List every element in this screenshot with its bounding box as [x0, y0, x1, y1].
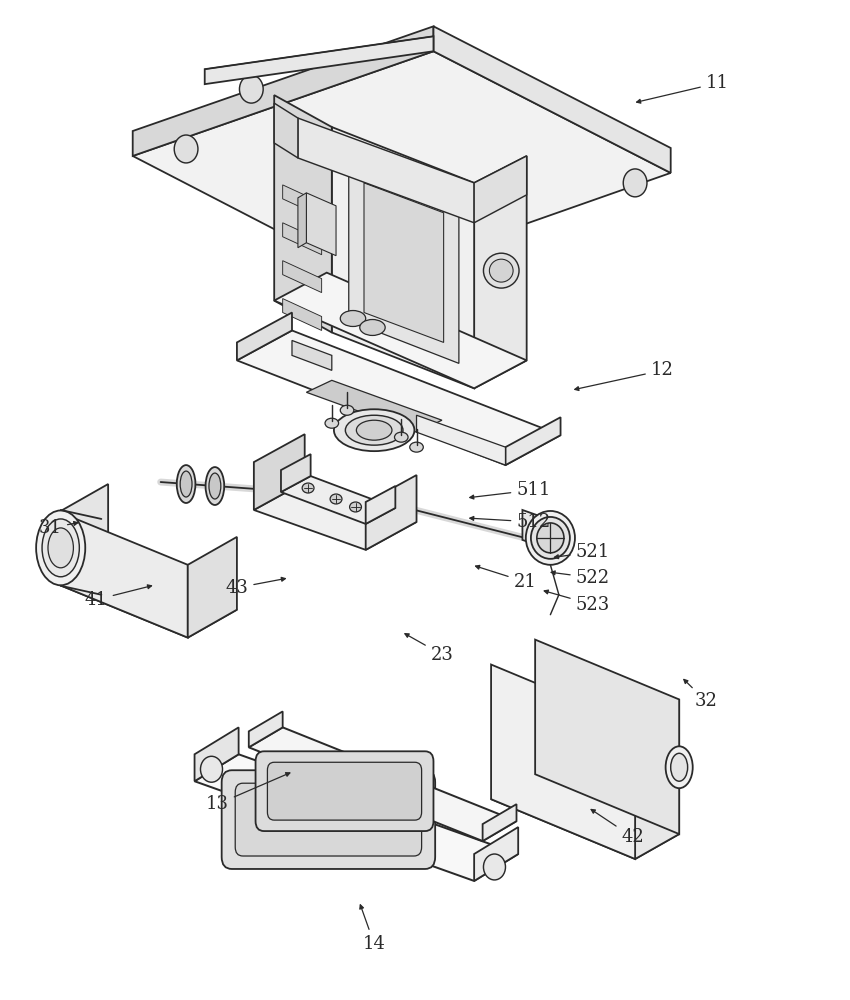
Polygon shape	[298, 193, 306, 248]
Ellipse shape	[360, 320, 385, 335]
Ellipse shape	[349, 502, 361, 512]
Text: 512: 512	[470, 513, 551, 531]
Polygon shape	[281, 476, 395, 524]
Ellipse shape	[340, 311, 366, 326]
Circle shape	[484, 854, 506, 880]
Polygon shape	[332, 127, 474, 388]
Text: 14: 14	[360, 905, 386, 953]
Polygon shape	[474, 156, 527, 388]
Polygon shape	[434, 26, 671, 173]
Polygon shape	[283, 299, 321, 330]
Polygon shape	[474, 827, 518, 881]
Ellipse shape	[531, 517, 570, 559]
Ellipse shape	[526, 511, 575, 565]
Polygon shape	[491, 665, 635, 859]
Circle shape	[201, 756, 223, 782]
Ellipse shape	[48, 528, 73, 568]
Polygon shape	[254, 434, 304, 510]
Polygon shape	[237, 313, 292, 360]
FancyBboxPatch shape	[268, 762, 422, 820]
Circle shape	[240, 75, 264, 103]
Polygon shape	[292, 340, 332, 370]
Polygon shape	[59, 557, 237, 638]
Polygon shape	[364, 183, 444, 342]
FancyBboxPatch shape	[235, 783, 422, 856]
Ellipse shape	[334, 409, 415, 451]
Text: 42: 42	[591, 809, 644, 846]
Polygon shape	[536, 640, 679, 834]
Polygon shape	[254, 482, 416, 550]
Polygon shape	[474, 156, 527, 223]
Text: 523: 523	[544, 590, 609, 614]
Polygon shape	[249, 727, 517, 841]
Text: 31: 31	[39, 519, 77, 537]
Ellipse shape	[345, 415, 403, 445]
Circle shape	[174, 135, 198, 163]
Ellipse shape	[37, 510, 85, 585]
FancyBboxPatch shape	[222, 770, 435, 869]
Polygon shape	[133, 26, 434, 156]
Polygon shape	[283, 223, 321, 255]
Ellipse shape	[394, 432, 408, 442]
Text: 11: 11	[637, 74, 728, 103]
Polygon shape	[283, 261, 321, 293]
Polygon shape	[635, 699, 679, 859]
Text: 12: 12	[575, 361, 674, 390]
Polygon shape	[283, 185, 321, 217]
Polygon shape	[133, 51, 671, 279]
Polygon shape	[275, 95, 332, 332]
Ellipse shape	[302, 483, 314, 493]
Polygon shape	[348, 158, 459, 363]
Ellipse shape	[537, 523, 564, 553]
Polygon shape	[306, 193, 336, 256]
Ellipse shape	[177, 465, 196, 503]
Text: 32: 32	[684, 679, 717, 710]
Ellipse shape	[484, 253, 519, 288]
Polygon shape	[195, 727, 239, 781]
Text: 13: 13	[206, 773, 290, 813]
Polygon shape	[59, 484, 108, 585]
Text: 21: 21	[475, 565, 536, 591]
Polygon shape	[366, 475, 416, 550]
Ellipse shape	[410, 442, 423, 452]
Circle shape	[623, 169, 647, 197]
Text: 43: 43	[225, 577, 286, 597]
Polygon shape	[275, 273, 527, 388]
Circle shape	[464, 207, 488, 235]
Text: 41: 41	[85, 585, 151, 609]
Polygon shape	[298, 118, 474, 223]
Polygon shape	[195, 754, 518, 881]
Polygon shape	[306, 380, 442, 432]
Ellipse shape	[209, 473, 221, 499]
Ellipse shape	[180, 471, 192, 497]
Ellipse shape	[325, 418, 338, 428]
Polygon shape	[366, 486, 395, 524]
Polygon shape	[249, 711, 283, 747]
Ellipse shape	[340, 405, 354, 415]
Ellipse shape	[330, 494, 342, 504]
Text: 511: 511	[470, 481, 551, 499]
Polygon shape	[506, 417, 560, 465]
Ellipse shape	[671, 753, 688, 781]
Polygon shape	[416, 415, 506, 465]
Ellipse shape	[206, 467, 224, 505]
FancyBboxPatch shape	[256, 751, 434, 831]
Polygon shape	[281, 454, 310, 492]
Polygon shape	[205, 36, 434, 84]
Polygon shape	[59, 512, 188, 638]
Polygon shape	[188, 537, 237, 638]
Text: 522: 522	[551, 569, 609, 587]
Polygon shape	[483, 804, 517, 841]
Polygon shape	[523, 510, 556, 552]
Ellipse shape	[490, 259, 513, 282]
Ellipse shape	[42, 519, 79, 577]
Polygon shape	[491, 774, 679, 859]
Text: 521: 521	[554, 543, 609, 561]
Polygon shape	[275, 103, 298, 158]
Text: 23: 23	[405, 634, 453, 664]
Ellipse shape	[666, 746, 693, 788]
Ellipse shape	[356, 420, 392, 440]
Polygon shape	[237, 330, 560, 465]
